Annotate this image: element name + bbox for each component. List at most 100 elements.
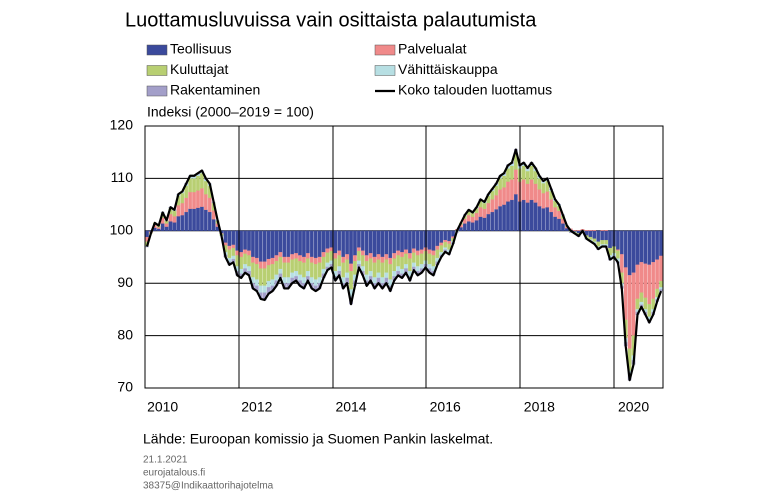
- y-tick-label: 110: [111, 169, 134, 185]
- bar-segment: [427, 249, 432, 255]
- plot-frame: [144, 125, 664, 389]
- bar-segment: [470, 216, 475, 223]
- bar-segment: [592, 230, 597, 239]
- bar-segment: [337, 255, 342, 267]
- bar-segment: [376, 254, 381, 260]
- y-tick-label: 70: [117, 379, 133, 395]
- bar-segment: [506, 181, 510, 202]
- bar-segment: [258, 285, 263, 293]
- bar-segment: [521, 179, 526, 201]
- bar-segment: [380, 230, 385, 258]
- bar-segment: [192, 176, 196, 179]
- bar-segment: [294, 253, 298, 259]
- bar-segment: [655, 230, 659, 260]
- bar-segment: [184, 211, 189, 231]
- bar-segment: [514, 169, 518, 195]
- bar-segment: [262, 230, 267, 262]
- bar-segment: [192, 191, 196, 209]
- bar-segment: [290, 272, 294, 279]
- bar-segment: [655, 259, 659, 290]
- bar-segment: [357, 230, 361, 248]
- bar-segment: [435, 249, 440, 259]
- legend-label: Koko talouden luottamus: [398, 82, 552, 98]
- bar-segment: [227, 245, 232, 250]
- bar-segment: [282, 262, 287, 278]
- bar-segment: [227, 249, 232, 259]
- bar-segment: [274, 274, 279, 281]
- legend-label: Teollisuus: [170, 41, 231, 57]
- bar-segment: [521, 165, 526, 180]
- bar-segment: [639, 230, 644, 263]
- bar-segment: [231, 247, 236, 257]
- bar-segment: [415, 230, 420, 251]
- bar-segment: [200, 188, 204, 207]
- bar-segment: [447, 230, 451, 242]
- bar-segment: [172, 210, 177, 217]
- bar-segment: [380, 256, 385, 263]
- bar-segment: [427, 253, 432, 265]
- bar-segment: [196, 207, 200, 231]
- bar-segment: [506, 168, 510, 182]
- bar-segment: [616, 249, 620, 251]
- bar-segment: [635, 230, 640, 266]
- bar-segment: [384, 254, 389, 260]
- bar-segment: [258, 268, 263, 286]
- bar-segment: [160, 223, 165, 231]
- legend-swatch: [374, 65, 396, 76]
- y-tick-label: 80: [117, 326, 133, 342]
- bar-segment: [196, 175, 200, 191]
- bar-segment: [278, 252, 283, 258]
- bar-segment: [431, 255, 436, 267]
- bar-segment: [376, 230, 381, 255]
- bar-segment: [427, 230, 432, 250]
- bar-segment: [243, 230, 247, 250]
- bar-segment: [506, 201, 510, 231]
- bar-segment: [502, 204, 506, 231]
- line-series: [145, 148, 663, 382]
- bar-segment: [659, 280, 663, 288]
- bar-segment: [145, 246, 149, 248]
- bar-segment: [643, 297, 648, 310]
- bar-segment: [510, 165, 514, 180]
- bar-segment: [510, 199, 514, 231]
- legend: Teollisuus Palvelualat Kuluttajat Vähittäis…: [146, 41, 552, 98]
- bar-segment: [223, 230, 228, 244]
- bar-segment: [533, 202, 538, 231]
- bar-segment: [317, 256, 322, 263]
- bar-segment: [616, 230, 620, 250]
- bar-segment: [372, 230, 377, 258]
- bar-segment: [188, 208, 192, 231]
- bar-segment: [635, 298, 640, 310]
- bar-segment: [604, 240, 608, 245]
- bar-segment: [533, 183, 538, 203]
- bar-segment: [168, 221, 173, 231]
- bar-segment: [639, 301, 644, 305]
- bar-segment: [411, 252, 416, 263]
- bar-segment: [337, 230, 342, 251]
- y-tick-label: 100: [110, 222, 134, 238]
- bar-segment: [172, 222, 177, 231]
- bar-segment: [345, 272, 349, 279]
- bar-segment: [353, 255, 357, 262]
- bar-segment: [313, 257, 318, 265]
- bar-segment: [408, 258, 412, 272]
- chart-title: Luottamusluvuissa vain osittaista palaut…: [125, 9, 537, 31]
- bar-segment: [156, 228, 161, 231]
- bar-segment: [439, 242, 444, 246]
- bar-segment: [368, 253, 373, 259]
- bar-segment: [274, 255, 279, 262]
- bar-segment: [490, 199, 495, 213]
- bar-segment: [341, 256, 345, 263]
- bar-segment: [368, 258, 373, 272]
- x-tick-label: 2016: [430, 399, 461, 415]
- bar-segment: [243, 249, 247, 255]
- bar-segment: [392, 270, 397, 277]
- bar-segment: [309, 230, 314, 258]
- bar-segment: [196, 190, 200, 208]
- bar-segment: [274, 230, 279, 256]
- bar-segment: [278, 256, 283, 270]
- bar-segment: [298, 255, 302, 262]
- bar-segment: [404, 264, 408, 269]
- bar-segment: [659, 287, 663, 290]
- bar-segment: [266, 280, 271, 288]
